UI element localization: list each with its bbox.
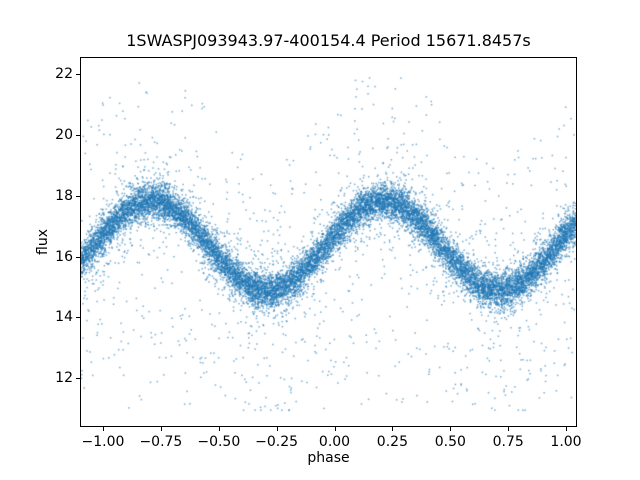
x-tick	[276, 427, 278, 431]
plot-area: −1.00 −0.75 −0.50 −0.25 0.00 0.25 0.50 0.75 1.00…	[55, 57, 582, 450]
y-tick-label: 12	[55, 370, 73, 387]
y-tick	[76, 317, 80, 319]
x-tick	[160, 427, 162, 431]
y-tick-label: 16	[55, 248, 73, 265]
x-tick-label: 0.25	[376, 434, 408, 450]
x-tick	[334, 427, 336, 431]
y-tick	[76, 195, 80, 197]
x-tick	[508, 427, 510, 431]
x-tick-label: −0.50	[197, 434, 241, 450]
scatter-canvas	[81, 58, 576, 426]
x-tick	[566, 427, 567, 431]
y-tick-label: 20	[55, 126, 73, 143]
x-tick-label: −0.75	[139, 434, 183, 450]
x-tick	[218, 427, 220, 431]
x-tick	[450, 427, 452, 431]
y-tick	[76, 74, 80, 75]
x-tick-label: 1.00	[550, 434, 582, 450]
y-axis-label: flux	[35, 229, 51, 255]
y-tick	[76, 134, 80, 136]
x-tick	[103, 427, 104, 431]
x-tick	[392, 427, 394, 431]
x-tick-label: 0.75	[492, 434, 524, 450]
y-tick-label: 18	[55, 187, 73, 204]
x-tick-label: 0.00	[318, 434, 351, 450]
x-tick-label: −1.00	[81, 434, 125, 450]
x-tick-label: 0.50	[434, 434, 466, 450]
y-tick	[76, 378, 80, 380]
chart-title: 1SWASPJ093943.97-400154.4 Period 15671.8…	[126, 31, 531, 50]
y-tick-label: 22	[55, 66, 73, 82]
x-axis-label: phase	[307, 450, 350, 466]
y-tick-label: 14	[55, 309, 73, 326]
x-tick-label: −0.25	[255, 434, 299, 450]
y-tick	[76, 256, 80, 258]
